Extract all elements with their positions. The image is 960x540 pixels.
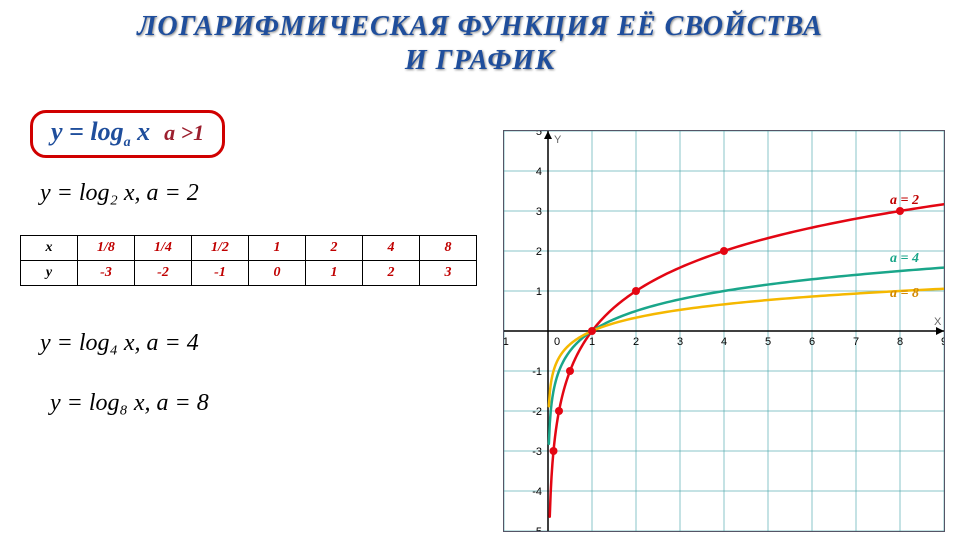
row-y-label: y (21, 261, 78, 286)
cell: 1/8 (78, 236, 135, 261)
equation-a4: y = log₄ x, a = 4 (40, 330, 199, 357)
formula-eq: = log (69, 117, 124, 146)
cell: 1 (249, 236, 306, 261)
log-chart: -1 1 2 3 4 5 6 7 8 9 -5 -4 -3 -2 -1 1 2 3 4 5 0 X Y a = 2 a = … (503, 130, 945, 532)
equation-a2: y = log₂ x, a = 2 (40, 180, 199, 207)
equation-a8: y = log₈ x, a = 8 (50, 390, 209, 417)
cell: 2 (306, 236, 363, 261)
cell: 1/2 (192, 236, 249, 261)
svg-text:5: 5 (765, 336, 771, 348)
svg-text:-1: -1 (504, 336, 509, 348)
svg-text:-1: -1 (532, 366, 542, 378)
svg-text:0: 0 (554, 336, 560, 348)
cell: -1 (192, 261, 249, 286)
svg-text:2: 2 (633, 336, 639, 348)
cell: 2 (363, 261, 420, 286)
main-formula-box: y = loga x a >1 (30, 110, 225, 158)
formula-condition: a >1 (164, 120, 204, 146)
table-row: x 1/8 1/4 1/2 1 2 4 8 (21, 236, 477, 261)
formula-base: a (124, 135, 131, 150)
cell: 1 (306, 261, 363, 286)
svg-text:Y: Y (554, 134, 562, 146)
svg-text:8: 8 (897, 336, 903, 348)
svg-text:X: X (934, 316, 942, 328)
svg-text:4: 4 (536, 166, 542, 178)
row-x-label: x (21, 236, 78, 261)
svg-text:7: 7 (853, 336, 859, 348)
slide-title: ЛОГАРИФМИЧЕСКАЯ ФУНКЦИЯ ЕЁ СВОЙСТВА И ГР… (0, 0, 960, 77)
svg-text:4: 4 (721, 336, 727, 348)
label-a8: a = 8 (890, 286, 919, 302)
cell: 4 (363, 236, 420, 261)
svg-text:1: 1 (589, 336, 595, 348)
table-row: y -3 -2 -1 0 1 2 3 (21, 261, 477, 286)
value-table: x 1/8 1/4 1/2 1 2 4 8 y -3 -2 -1 0 1 2 3 (20, 235, 477, 286)
cell: 1/4 (135, 236, 192, 261)
svg-text:-4: -4 (532, 486, 542, 498)
svg-text:3: 3 (677, 336, 683, 348)
cell: 8 (420, 236, 477, 261)
cell: -3 (78, 261, 135, 286)
formula-y: y (51, 117, 63, 146)
svg-text:-2: -2 (532, 406, 542, 418)
cell: 0 (249, 261, 306, 286)
label-a4: a = 4 (890, 251, 919, 267)
cell: 3 (420, 261, 477, 286)
title-line2: И ГРАФИК (0, 44, 960, 78)
svg-text:6: 6 (809, 336, 815, 348)
cell: -2 (135, 261, 192, 286)
label-a2: a = 2 (890, 193, 919, 209)
chart-svg: -1 1 2 3 4 5 6 7 8 9 -5 -4 -3 -2 -1 1 2 3 4 5 0 X Y (504, 131, 944, 531)
svg-text:1: 1 (536, 286, 542, 298)
svg-text:-3: -3 (532, 446, 542, 458)
svg-text:-5: -5 (532, 526, 542, 531)
title-line1: ЛОГАРИФМИЧЕСКАЯ ФУНКЦИЯ ЕЁ СВОЙСТВА (0, 10, 960, 44)
svg-text:3: 3 (536, 206, 542, 218)
svg-text:2: 2 (536, 246, 542, 258)
formula-x: x (137, 117, 150, 146)
svg-text:5: 5 (536, 131, 542, 138)
svg-text:9: 9 (941, 336, 944, 348)
